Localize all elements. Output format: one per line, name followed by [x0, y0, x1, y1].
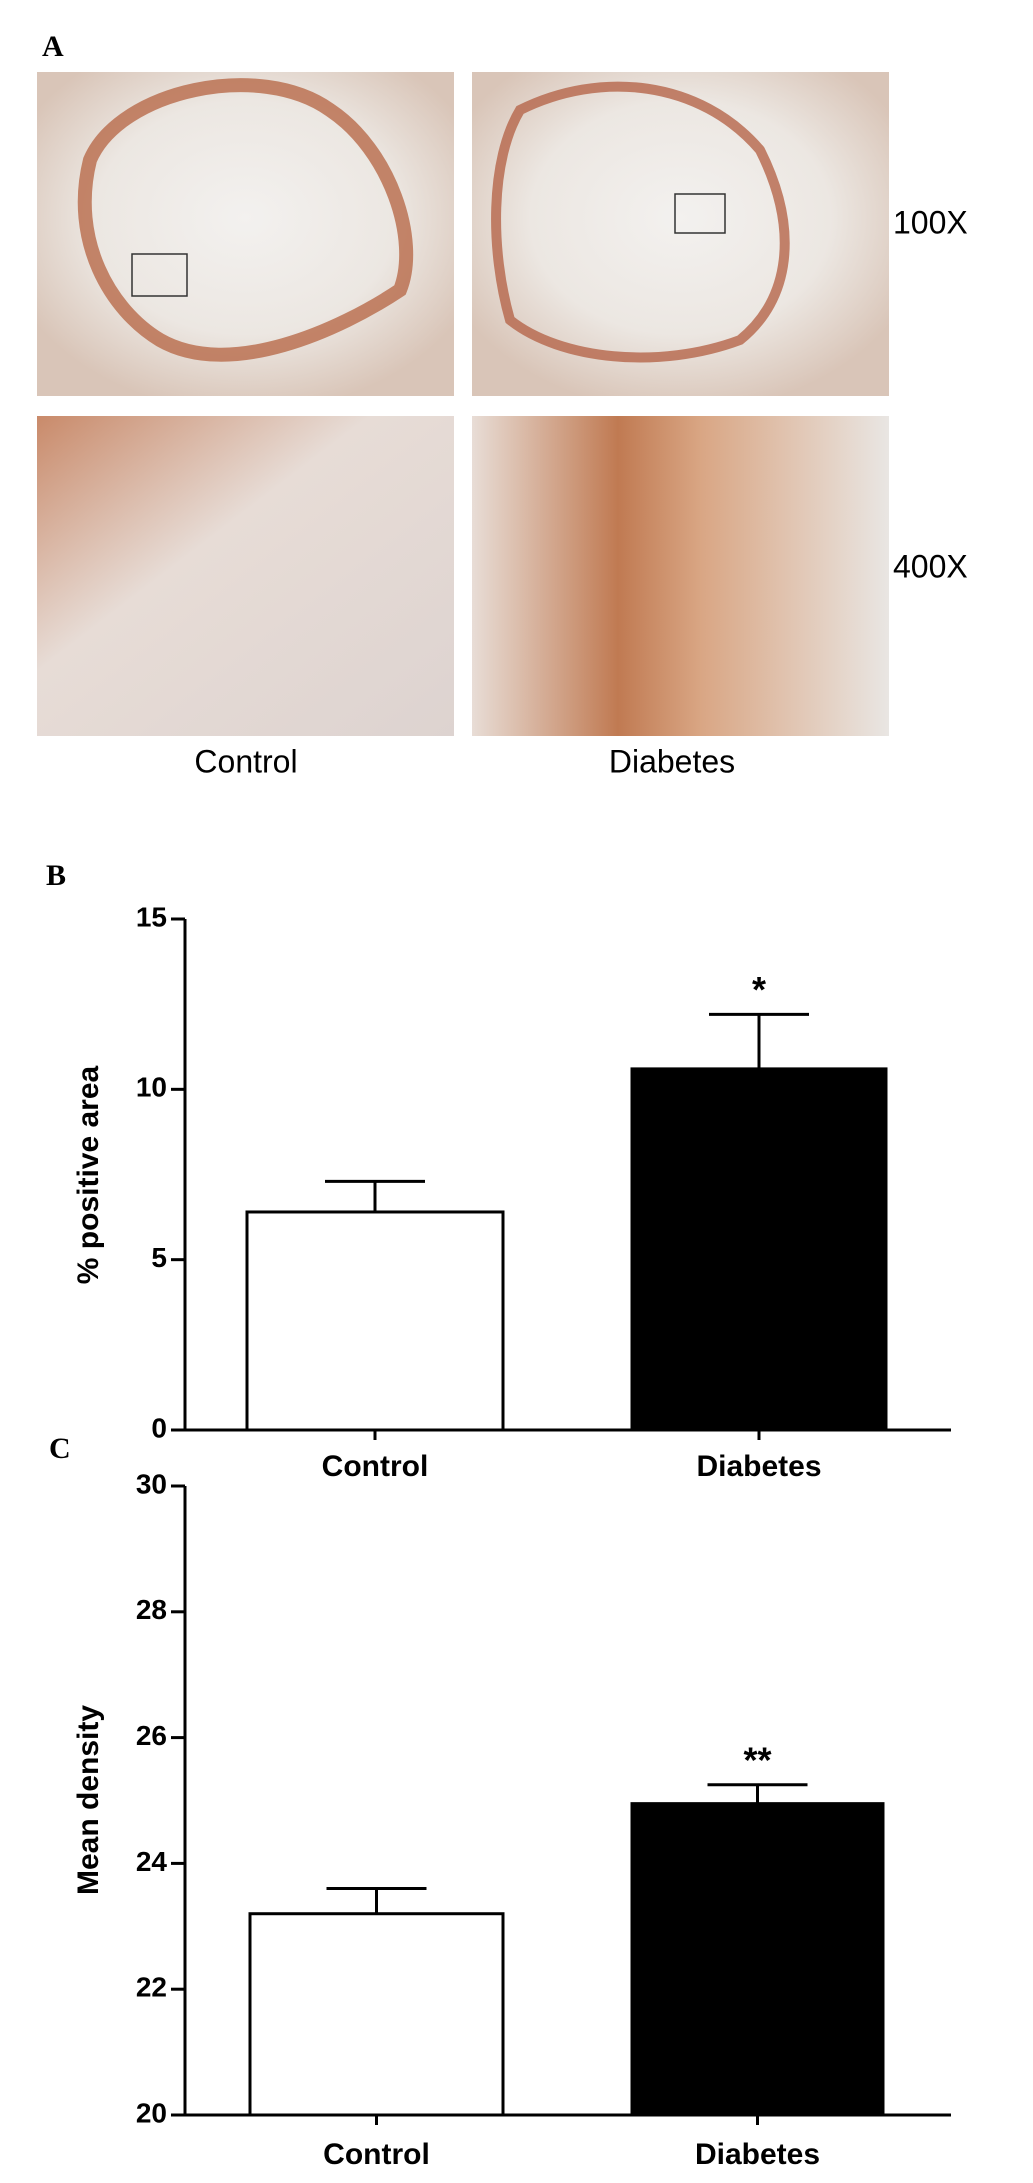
y-tick-label: 15	[136, 901, 167, 932]
bar	[248, 1912, 505, 2117]
group-label: Control	[194, 743, 297, 779]
image	[472, 416, 889, 736]
bar	[630, 1067, 888, 1432]
image	[37, 416, 454, 736]
y-tick-label: 28	[136, 1594, 167, 1625]
bar	[630, 1802, 885, 2117]
magnification: 100X	[893, 204, 968, 240]
y-tick-label: 5	[151, 1242, 167, 1273]
zoom-box	[674, 193, 726, 234]
panel-label: C	[49, 1432, 71, 1465]
group-label: Diabetes	[609, 743, 735, 779]
y-tick-label: 22	[136, 1972, 167, 2003]
y-tick-label: 20	[136, 2097, 167, 2128]
x-tick-label: Control	[323, 2138, 430, 2171]
y-tick-label: 0	[151, 1412, 167, 1443]
y-tick-label: 24	[136, 1846, 168, 1877]
significance: **	[743, 1739, 771, 1780]
bar	[245, 1210, 505, 1432]
panel-label: A	[42, 30, 64, 63]
tissue	[491, 81, 790, 363]
y-axis-label: Mean density	[72, 1705, 105, 1895]
y-tick-label: 30	[136, 1468, 167, 1499]
x-tick-label: Control	[322, 1450, 429, 1483]
x-tick-label: Diabetes	[695, 2138, 820, 2171]
tissue	[77, 78, 414, 362]
magnification: 400X	[893, 548, 968, 584]
y-tick-label: 10	[136, 1072, 167, 1103]
y-tick-label: 26	[136, 1720, 167, 1751]
y-axis-label: % positive area	[72, 1065, 105, 1284]
x-tick-label: Diabetes	[696, 1450, 821, 1483]
significance: *	[752, 969, 766, 1010]
micrographs	[37, 72, 889, 736]
image	[472, 72, 889, 396]
panel-label: B	[46, 859, 66, 892]
zoom-box	[131, 253, 188, 297]
